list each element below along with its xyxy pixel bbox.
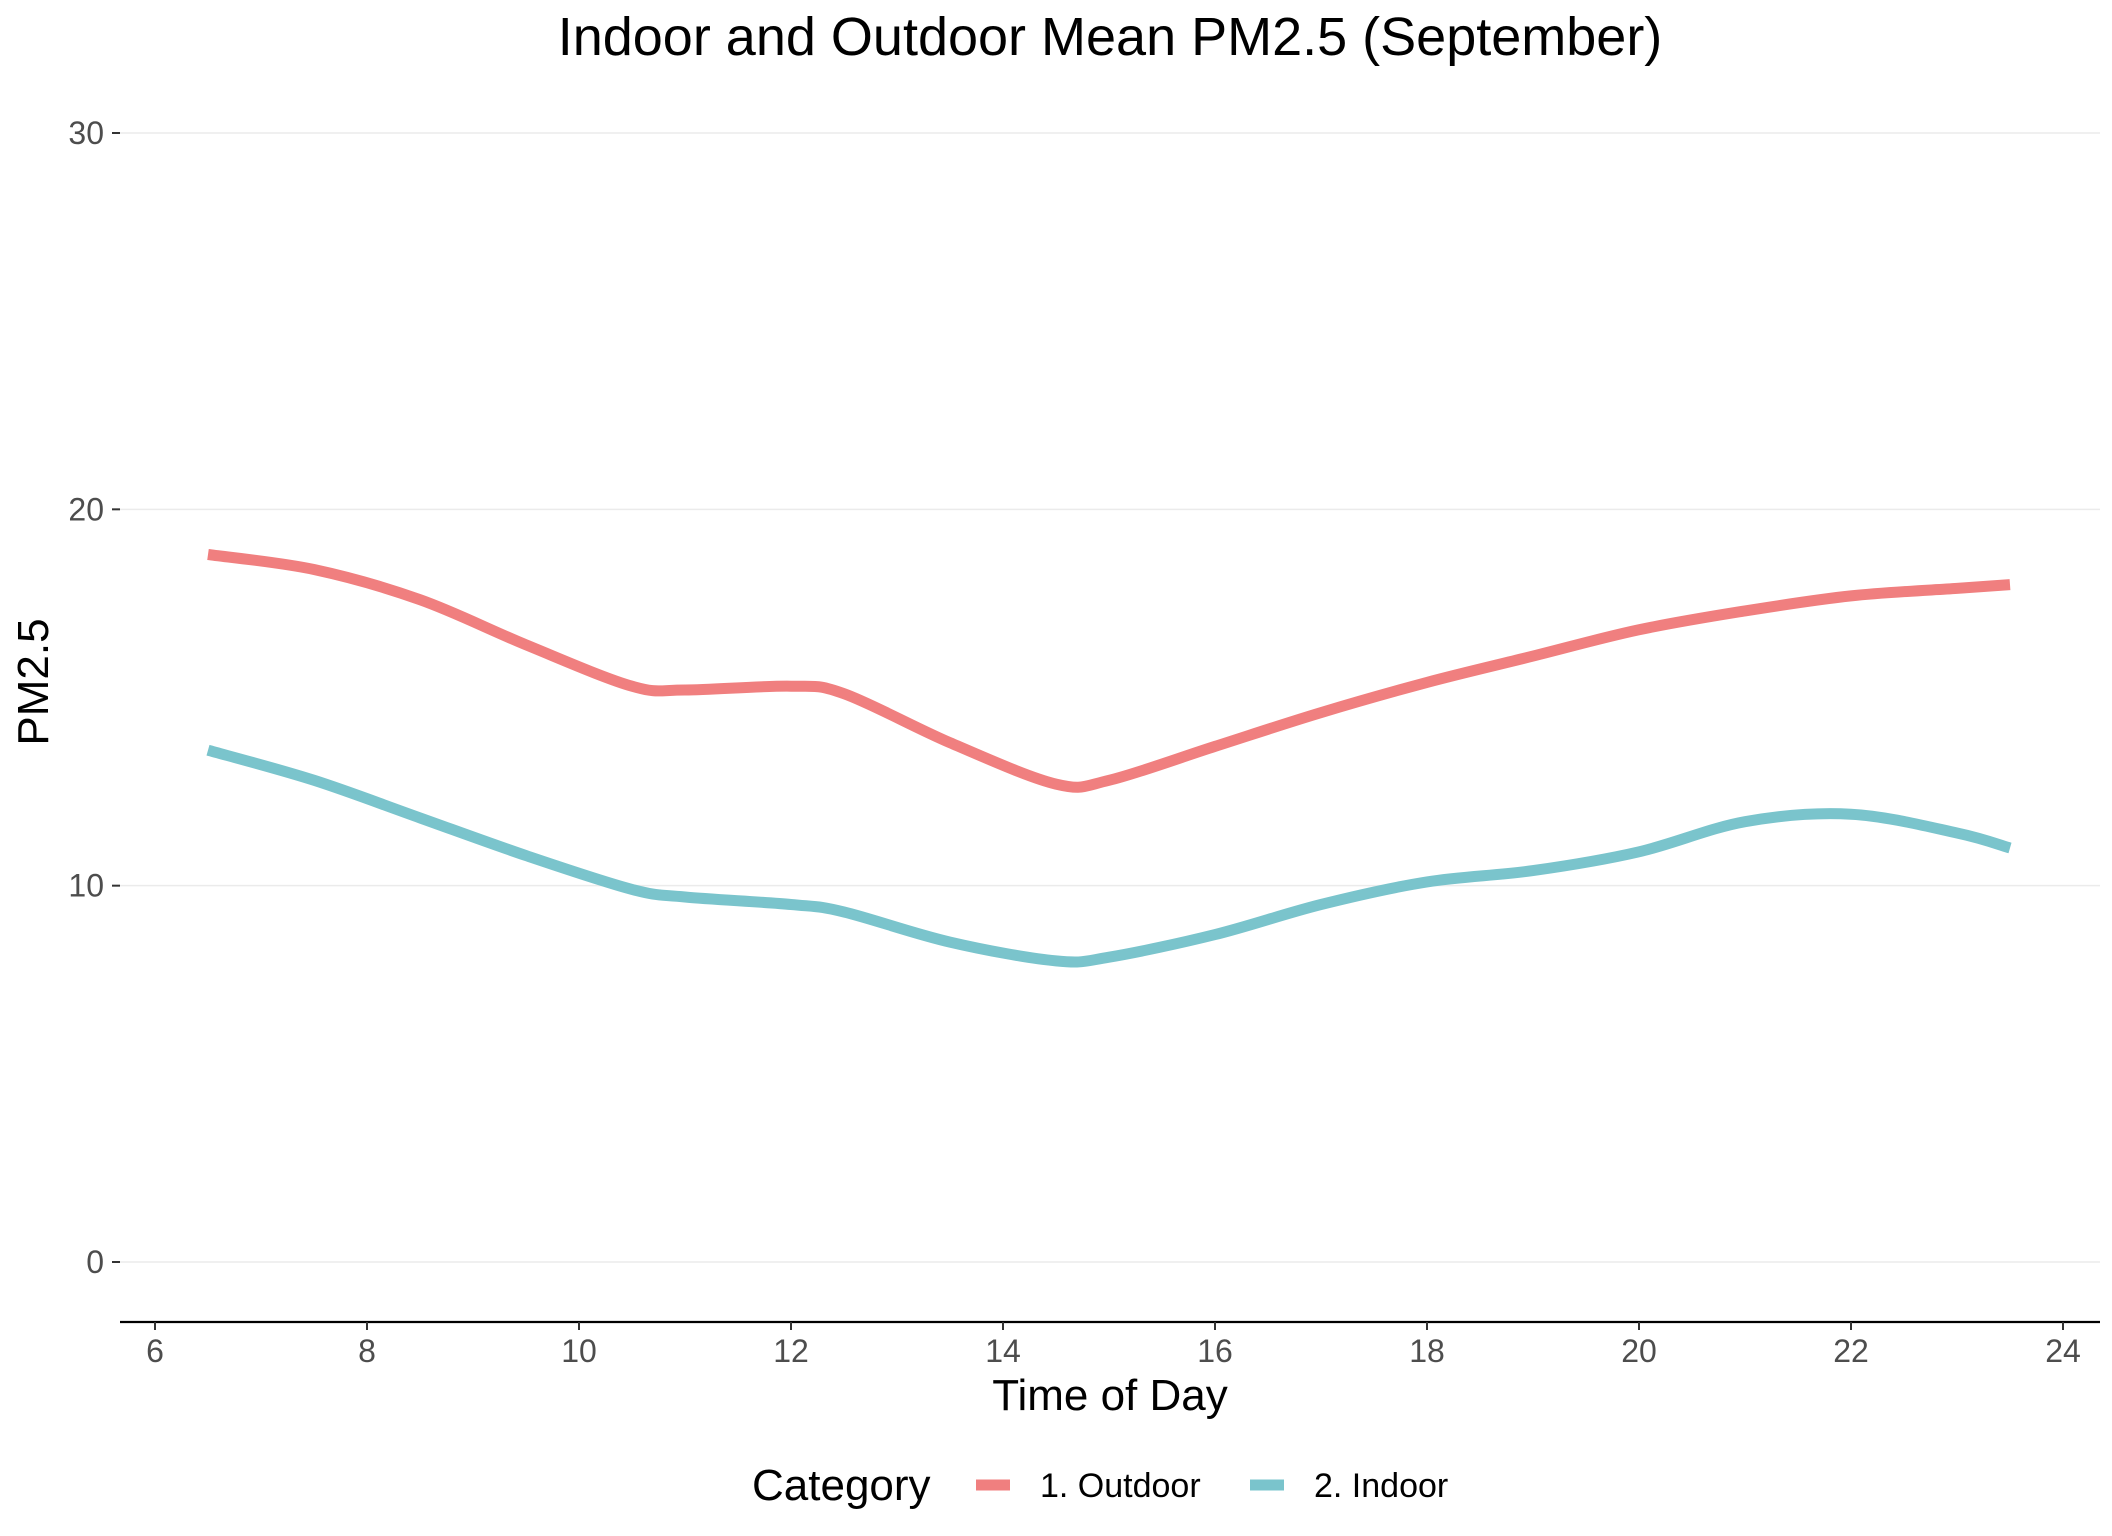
y-axis: 0 10 20 30 <box>68 115 120 1280</box>
x-tick-label-8: 8 <box>358 1333 376 1369</box>
y-tick-label-10: 10 <box>68 868 104 904</box>
legend: Category 1. Outdoor 2. Indoor <box>752 1461 1448 1510</box>
chart-title: Indoor and Outdoor Mean PM2.5 (September… <box>558 7 1663 67</box>
x-tick-label-14: 14 <box>985 1333 1021 1369</box>
x-axis: 6 8 10 12 14 16 18 20 22 24 <box>120 1320 2100 1369</box>
x-tick-label-10: 10 <box>561 1333 597 1369</box>
series-line-outdoor <box>207 549 2011 793</box>
y-tick-label-0: 0 <box>86 1244 104 1280</box>
legend-title: Category <box>752 1461 931 1510</box>
x-tick-label-20: 20 <box>1621 1333 1657 1369</box>
x-tick-label-24: 24 <box>2045 1333 2081 1369</box>
x-tick-label-18: 18 <box>1409 1333 1445 1369</box>
x-tick-label-12: 12 <box>773 1333 809 1369</box>
x-axis-title: Time of Day <box>992 1371 1228 1420</box>
x-tick-label-6: 6 <box>146 1333 164 1369</box>
y-tick-label-20: 20 <box>68 491 104 527</box>
x-tick-label-22: 22 <box>1833 1333 1869 1369</box>
gridlines <box>120 132 2100 1263</box>
x-tick-label-16: 16 <box>1197 1333 1233 1369</box>
legend-label-outdoor: 1. Outdoor <box>1040 1467 1201 1505</box>
series-line-indoor <box>206 744 2012 968</box>
y-axis-title: PM2.5 <box>9 618 58 745</box>
y-tick-label-30: 30 <box>68 115 104 151</box>
series <box>206 549 2012 968</box>
legend-label-indoor: 2. Indoor <box>1314 1467 1448 1505</box>
